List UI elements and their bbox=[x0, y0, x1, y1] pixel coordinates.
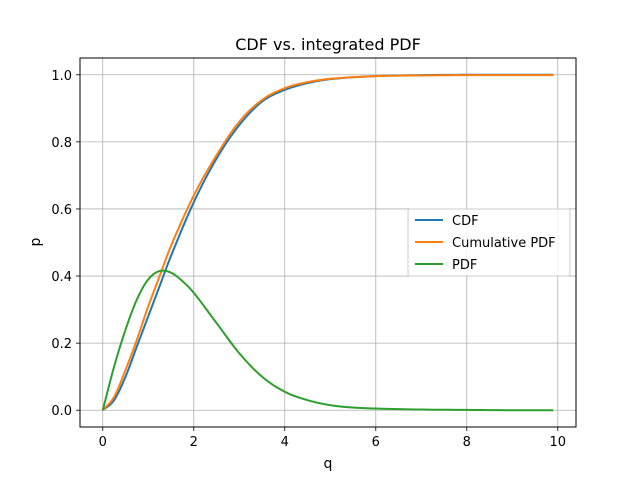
data-point-pdf bbox=[114, 366, 115, 367]
chart-title: CDF vs. integrated PDF bbox=[235, 35, 421, 54]
x-tick-label: 10 bbox=[550, 435, 567, 450]
data-point-pdf bbox=[330, 405, 331, 406]
y-tick-label: 0.8 bbox=[51, 136, 72, 151]
data-point-pdf bbox=[216, 323, 217, 324]
data-point-cdf bbox=[193, 202, 194, 203]
data-point-cdf bbox=[148, 316, 149, 317]
data-point-cumulative-pdf bbox=[512, 75, 513, 76]
data-point-pdf bbox=[262, 376, 263, 377]
data-point-cdf bbox=[284, 89, 285, 90]
data-point-cumulative-pdf bbox=[421, 75, 422, 76]
data-point-cdf bbox=[216, 158, 217, 159]
y-tick-label: 1.0 bbox=[51, 69, 72, 84]
data-point-cumulative-pdf bbox=[125, 369, 126, 370]
y-axis-title: p bbox=[28, 237, 44, 246]
legend-label-pdf: PDF bbox=[452, 258, 477, 273]
data-point-cumulative-pdf bbox=[193, 195, 194, 196]
data-point-cumulative-pdf bbox=[330, 78, 331, 79]
data-point-cumulative-pdf bbox=[239, 121, 240, 122]
legend-box bbox=[407, 208, 571, 277]
data-point-pdf bbox=[284, 391, 285, 392]
x-tick-label: 8 bbox=[463, 435, 471, 450]
data-point-pdf bbox=[159, 271, 160, 272]
data-point-cumulative-pdf bbox=[262, 99, 263, 100]
x-tick-label: 6 bbox=[372, 435, 380, 450]
legend-label-cdf: CDF bbox=[452, 214, 479, 229]
x-axis-title: q bbox=[324, 456, 333, 472]
data-point-cdf bbox=[125, 376, 126, 377]
data-point-pdf bbox=[193, 292, 194, 293]
y-tick-label: 0.4 bbox=[51, 270, 72, 285]
data-point-pdf bbox=[553, 410, 554, 411]
axis-ticks: 0 2 4 6 8 10 0.0 0.2 0.4 0.6 0.8 1.0 bbox=[51, 69, 566, 450]
data-point-cdf bbox=[114, 400, 115, 401]
data-point-cumulative-pdf bbox=[114, 396, 115, 397]
legend-label-cumulative-pdf: Cumulative PDF bbox=[452, 236, 556, 251]
y-tick-label: 0.0 bbox=[51, 404, 72, 419]
series-line-pdf bbox=[101, 269, 554, 412]
data-point-pdf bbox=[136, 299, 137, 300]
plot-frame bbox=[79, 57, 577, 428]
data-point-pdf bbox=[421, 409, 422, 410]
x-tick-label: 4 bbox=[281, 435, 289, 450]
x-tick-label: 0 bbox=[99, 435, 107, 450]
data-point-pdf bbox=[307, 400, 308, 401]
data-point-pdf bbox=[466, 409, 467, 410]
data-point-pdf bbox=[148, 279, 149, 280]
legend: CDF Cumulative PDF PDF bbox=[407, 208, 571, 277]
data-point-pdf bbox=[102, 410, 103, 411]
data-point-pdf bbox=[239, 353, 240, 354]
data-point-cumulative-pdf bbox=[136, 339, 137, 340]
x-tick-label: 2 bbox=[190, 435, 198, 450]
y-tick-label: 0.6 bbox=[51, 203, 72, 218]
data-point-cumulative-pdf bbox=[307, 82, 308, 83]
data-point-cdf bbox=[171, 255, 172, 256]
series-line-cumulative-pdf bbox=[102, 74, 554, 411]
y-tick-label: 0.2 bbox=[51, 337, 72, 352]
data-point-cumulative-pdf bbox=[171, 245, 172, 246]
data-point-cumulative-pdf bbox=[159, 276, 160, 277]
data-point-cumulative-pdf bbox=[284, 88, 285, 89]
data-point-cumulative-pdf bbox=[553, 75, 554, 76]
series-lines bbox=[101, 73, 554, 412]
data-point-pdf bbox=[353, 407, 354, 408]
data-point-cumulative-pdf bbox=[148, 306, 149, 307]
data-point-cdf bbox=[159, 286, 160, 287]
data-point-pdf bbox=[171, 272, 172, 273]
data-point-cumulative-pdf bbox=[466, 75, 467, 76]
data-point-pdf bbox=[182, 281, 183, 282]
data-point-pdf bbox=[375, 408, 376, 409]
data-point-cdf bbox=[136, 346, 137, 347]
data-point-cumulative-pdf bbox=[375, 76, 376, 77]
data-point-cumulative-pdf bbox=[216, 155, 217, 156]
data-point-pdf bbox=[125, 329, 126, 330]
data-point-pdf bbox=[512, 410, 513, 411]
data-point-cdf bbox=[239, 125, 240, 126]
